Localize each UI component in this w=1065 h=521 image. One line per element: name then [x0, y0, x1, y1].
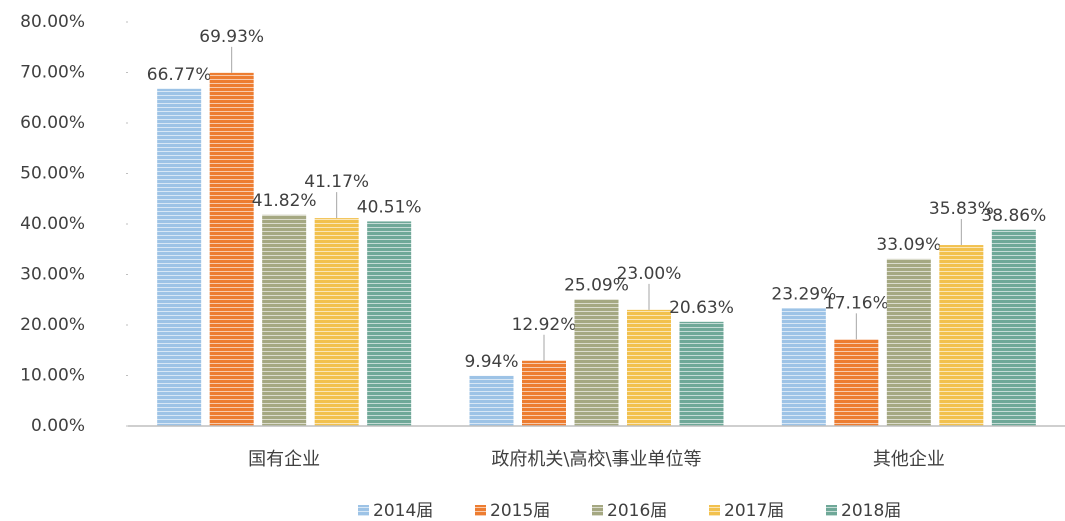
y-tick-label: 80.00% — [20, 12, 85, 32]
bar — [679, 321, 724, 426]
bar — [574, 299, 619, 426]
data-label: 20.63% — [669, 298, 734, 318]
bar — [991, 229, 1036, 426]
data-label: 41.17% — [304, 172, 369, 192]
data-label: 41.82% — [252, 191, 317, 211]
data-label: 35.83% — [929, 199, 994, 219]
data-label: 38.86% — [981, 206, 1046, 226]
bar — [781, 308, 826, 426]
legend-swatch — [826, 505, 837, 516]
bar — [522, 360, 566, 426]
data-label: 17.16% — [824, 293, 889, 313]
y-tick-label: 10.00% — [20, 366, 85, 386]
legend-label: 2018届 — [841, 501, 901, 521]
x-tick-label: 国有企业 — [248, 449, 320, 470]
x-tick-label: 政府机关\高校\事业单位等 — [491, 449, 701, 470]
bar — [209, 72, 254, 426]
bar — [886, 258, 931, 426]
legend-label: 2017届 — [724, 501, 784, 521]
bar — [939, 245, 984, 426]
data-label: 9.94% — [464, 352, 518, 372]
y-tick-label: 50.00% — [20, 164, 85, 184]
bar — [367, 221, 412, 426]
legend-label: 2014届 — [373, 501, 433, 521]
data-label: 23.00% — [617, 264, 682, 284]
legend-swatch — [475, 505, 486, 516]
legend-swatch — [592, 505, 603, 516]
legend-swatch — [709, 505, 720, 516]
x-tick-label: 其他企业 — [873, 449, 945, 470]
bar — [469, 375, 514, 426]
bar — [262, 214, 307, 426]
y-tick-label: 70.00% — [20, 63, 85, 83]
bar — [314, 218, 359, 426]
y-tick-label: 0.00% — [31, 416, 85, 436]
data-label: 33.09% — [876, 235, 941, 255]
bar — [627, 309, 671, 426]
bar — [834, 339, 879, 426]
data-label: 25.09% — [564, 275, 629, 295]
data-label: 12.92% — [512, 315, 577, 335]
y-tick-label: 40.00% — [20, 214, 85, 234]
data-label: 66.77% — [147, 65, 212, 85]
legend-label: 2015届 — [490, 501, 550, 521]
data-label: 69.93% — [199, 27, 264, 47]
y-tick-label: 20.00% — [20, 315, 85, 335]
legend-label: 2016届 — [607, 501, 667, 521]
bar — [157, 88, 202, 427]
y-tick-label: 30.00% — [20, 265, 85, 285]
y-tick-label: 60.00% — [20, 113, 85, 133]
legend-swatch — [358, 505, 369, 516]
data-label: 40.51% — [357, 197, 422, 217]
data-label: 23.29% — [771, 284, 836, 304]
